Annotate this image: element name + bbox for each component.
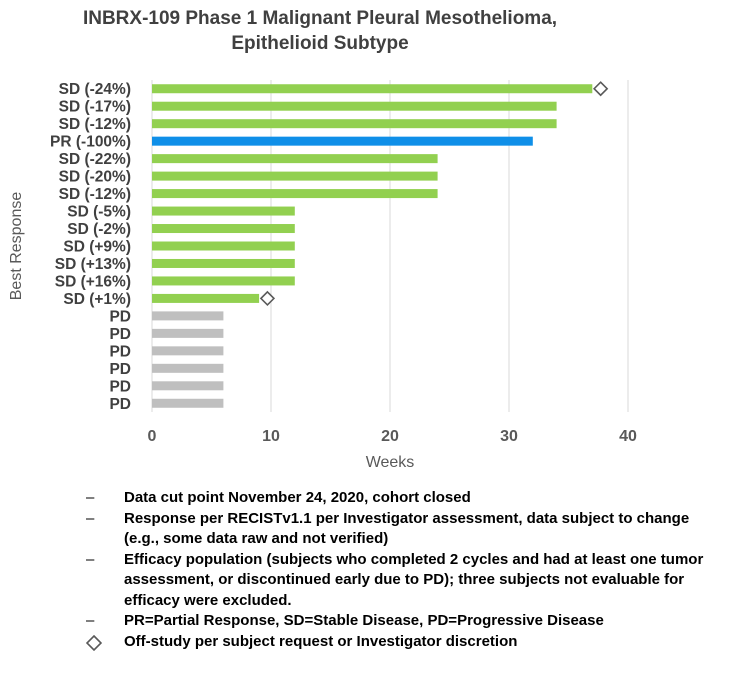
footnote-text: Efficacy population (subjects who comple… [124, 550, 704, 609]
category-label: PD [109, 378, 131, 395]
legend-diamond-note: Off-study per subject request or Investi… [86, 632, 726, 653]
x-tick-label: 30 [500, 428, 518, 445]
dash-bullet: – [86, 489, 95, 506]
bar-pd [152, 381, 224, 391]
off-study-diamond-icon [592, 81, 609, 97]
bar-pr [152, 136, 533, 146]
category-label: PD [109, 396, 131, 413]
dash-bullet: – [86, 550, 95, 568]
bar-sd [152, 276, 295, 286]
category-label: PR (-100%) [50, 134, 131, 151]
category-label: SD (-20%) [59, 169, 131, 186]
x-tick-label: 40 [619, 428, 637, 445]
bar-pd [152, 328, 224, 338]
bar-pd [152, 363, 224, 373]
category-label: SD (+13%) [55, 256, 131, 273]
bar-sd [152, 241, 295, 251]
dash-bullet: – [86, 612, 95, 629]
category-label: SD (-22%) [59, 151, 131, 168]
category-label: SD (-2%) [67, 221, 131, 238]
x-tick-label: 20 [381, 428, 399, 445]
title-line-2: Epithelioid Subtype [231, 33, 409, 54]
y-axis-label: Best Response [8, 192, 25, 301]
bars [152, 84, 593, 408]
category-label: SD (-17%) [59, 99, 131, 116]
legend-diamond-text: Off-study per subject request or Investi… [124, 632, 518, 650]
category-label: SD (+1%) [63, 291, 131, 308]
dash-bullet: – [86, 509, 95, 527]
chart-title: INBRX-109 Phase 1 Malignant Pleural Meso… [0, 6, 640, 56]
bar-sd [152, 119, 557, 129]
footnote-text: Response per RECISTv1.1 per Investigator… [124, 509, 690, 548]
x-axis-ticks: 0 10 20 30 40 [148, 428, 637, 445]
bar-sd [152, 258, 295, 268]
category-label: PD [109, 343, 131, 360]
title-line-1: INBRX-109 Phase 1 Malignant Pleural Meso… [82, 8, 558, 29]
category-label: SD (-5%) [67, 204, 131, 221]
category-label: SD (-12%) [59, 116, 131, 133]
category-label: SD (-12%) [59, 186, 131, 203]
category-labels: SD (-24%)SD (-17%)SD (-12%)PR (-100%)SD … [50, 81, 131, 413]
bar-sd [152, 206, 295, 216]
bar-pd [152, 346, 224, 356]
footnote-item: – Efficacy population (subjects who compl… [86, 550, 726, 612]
footnote-item: – PR=Partial Response, SD=Stable Disease,… [86, 611, 726, 632]
bar-sd [152, 154, 438, 164]
footnote-text: Data cut point November 24, 2020, cohort… [124, 489, 471, 506]
x-axis-label: Weeks [366, 454, 415, 471]
bar-sd [152, 224, 295, 234]
bar-sd [152, 293, 260, 303]
category-label: SD (+16%) [55, 273, 131, 290]
category-label: PD [109, 308, 131, 325]
x-tick-label: 10 [262, 428, 280, 445]
footnote-text: PR=Partial Response, SD=Stable Disease, … [124, 612, 604, 629]
off-study-diamond-icon [259, 290, 276, 307]
bar-sd [152, 171, 438, 181]
bar-sd [152, 189, 438, 199]
off-study-markers [259, 81, 609, 307]
diamond-legend-icon [86, 632, 124, 653]
footnote-list: – Data cut point November 24, 2020, cohor… [86, 488, 726, 632]
footnotes: – Data cut point November 24, 2020, cohor… [86, 488, 726, 652]
bar-sd [152, 101, 557, 111]
bar-pd [152, 311, 224, 321]
bar-pd [152, 398, 224, 408]
x-tick-label: 0 [148, 428, 157, 445]
category-label: SD (+9%) [63, 239, 131, 256]
category-label: PD [109, 326, 131, 343]
waterfall-chart: SD (-24%)SD (-17%)SD (-12%)PR (-100%)SD … [8, 80, 637, 471]
category-label: PD [109, 361, 131, 378]
bar-sd [152, 84, 593, 94]
footnote-item: – Response per RECISTv1.1 per Investigato… [86, 509, 726, 550]
footnote-item: – Data cut point November 24, 2020, cohor… [86, 488, 726, 509]
category-label: SD (-24%) [59, 81, 131, 98]
